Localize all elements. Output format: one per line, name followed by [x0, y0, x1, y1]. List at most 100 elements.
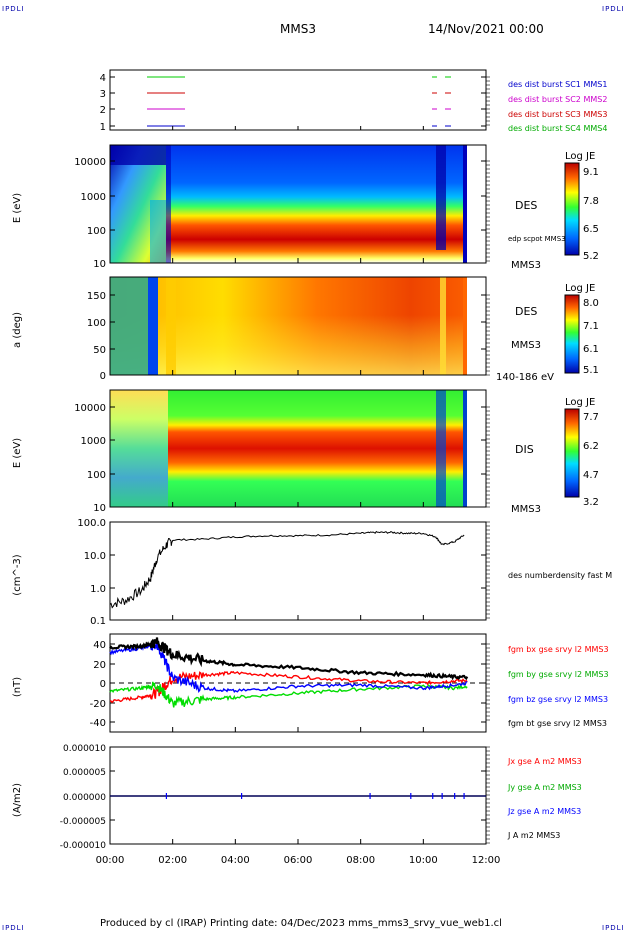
- dis-energy-mms3-label: MMS3: [511, 504, 541, 515]
- corner-label-bl: IPDLI: [2, 924, 25, 932]
- legend-bt: fgm bt gse srvy l2 MMS3: [508, 719, 607, 728]
- y-tick-label: 20: [93, 660, 106, 671]
- des-energy-mms3-label: MMS3: [511, 260, 541, 271]
- svg-text:6.2: 6.2: [583, 441, 599, 452]
- svg-text:8.0: 8.0: [583, 298, 599, 309]
- svg-text:Log JE: Log JE: [565, 283, 595, 294]
- des-energy-spectrogram: 10000 1000 100 10: [74, 144, 490, 270]
- y-tick-label: -0.000005: [60, 817, 106, 827]
- des-energy-ylabel: E (eV): [12, 193, 23, 223]
- svg-text:7.8: 7.8: [583, 196, 599, 207]
- svg-text:6.1: 6.1: [583, 344, 599, 355]
- y-tick-label: 100.0: [77, 518, 106, 529]
- y-tick-label: 4: [100, 73, 106, 84]
- y-tick-label: 1000: [81, 436, 106, 447]
- y-tick-label: 0.1: [90, 616, 106, 627]
- legend-bz: fgm bz gse srvy l2 MMS3: [508, 695, 608, 704]
- pitch-angle-label: DES: [515, 305, 537, 318]
- bfield-series-line: [109, 670, 468, 704]
- legend-jz: Jz gse A m2 MMS3: [507, 807, 581, 816]
- pitch-angle-mms3-label: MMS3: [511, 340, 541, 351]
- bfield-series-line: [109, 637, 469, 681]
- y-tick-label: -40: [90, 718, 106, 729]
- y-tick-label: 1000: [81, 192, 106, 203]
- legend-jy: Jy gse A m2 MMS3: [507, 783, 582, 792]
- bfield-ylabel: (nT): [12, 677, 23, 697]
- y-tick-label: 0: [100, 371, 106, 382]
- legend-mms4: des dist burst SC4 MMS4: [508, 124, 607, 133]
- y-tick-label: 100: [87, 470, 106, 481]
- density-ylabel: (cm^-3): [12, 554, 23, 595]
- y-tick-label: 10000: [74, 157, 106, 168]
- density-line: [109, 530, 465, 609]
- svg-text:7.7: 7.7: [583, 412, 599, 423]
- x-tick-label: 02:00: [158, 855, 187, 866]
- x-tick-label: 00:00: [96, 855, 125, 866]
- dis-energy-spectrogram: 10000 1000 100 10: [74, 389, 490, 514]
- svg-text:6.5: 6.5: [583, 224, 599, 235]
- pitch-angle-energy-label: 140-186 eV: [496, 372, 554, 383]
- y-tick-label: 100: [87, 318, 106, 329]
- x-tick-label: 12:00: [472, 855, 501, 866]
- legend-mms3: des dist burst SC3 MMS3: [508, 110, 607, 119]
- des-pitch-angle-spectrogram: 150 100 50 0: [87, 276, 490, 382]
- y-tick-label: -0.000010: [60, 841, 106, 851]
- x-tick-label: 04:00: [221, 855, 250, 866]
- corner-label-br: IPDLI: [602, 924, 625, 932]
- dis-energy-label: DIS: [515, 443, 534, 456]
- y-tick-label: 0.000005: [63, 768, 106, 778]
- y-tick-label: 1.0: [90, 584, 106, 595]
- pitch-angle-ylabel: a (deg): [12, 312, 23, 348]
- svg-text:9.1: 9.1: [583, 167, 599, 178]
- svg-text:5.1: 5.1: [583, 365, 599, 376]
- y-tick-label: 10: [93, 259, 106, 270]
- legend-jx: Jx gse A m2 MMS3: [507, 757, 582, 766]
- y-tick-label: 50: [93, 345, 106, 356]
- des-energy-label: DES: [515, 199, 537, 212]
- y-tick-label: 10.0: [84, 551, 106, 562]
- svg-text:Log JE: Log JE: [565, 397, 595, 408]
- x-tick-label: 08:00: [346, 855, 375, 866]
- corner-label-tr: IPDLI: [602, 5, 625, 13]
- date-title: 14/Nov/2021 00:00: [428, 22, 544, 36]
- svg-text:3.2: 3.2: [583, 497, 599, 508]
- legend-by: fgm by gse srvy l2 MMS3: [508, 670, 609, 679]
- legend-bx: fgm bx gse srvy l2 MMS3: [508, 645, 609, 654]
- svg-text:5.2: 5.2: [583, 251, 599, 262]
- svg-text:7.1: 7.1: [583, 321, 599, 332]
- time-axis: 00:00 02:00 04:00 06:00 08:00 10:00 12:00: [96, 126, 501, 866]
- spacecraft-title: MMS3: [280, 22, 316, 36]
- legend-mms2: des dist burst SC2 MMS2: [508, 95, 607, 104]
- magnetic-field-panel: 40 20 0 -20 -40: [90, 633, 490, 733]
- dis-energy-ylabel: E (eV): [12, 438, 23, 468]
- y-tick-label: 100: [87, 226, 106, 237]
- y-tick-label: -20: [90, 699, 106, 710]
- y-tick-label: 150: [87, 291, 106, 302]
- x-tick-label: 10:00: [409, 855, 438, 866]
- colorbar-pitch-angle: Log JE 8.0 7.1 6.1 5.1: [564, 283, 599, 376]
- y-tick-label: 0.000010: [63, 744, 106, 754]
- corner-label-tl: IPDLI: [2, 5, 25, 13]
- y-tick-label: 10: [93, 503, 106, 514]
- svg-text:4.7: 4.7: [583, 470, 599, 481]
- y-tick-label: 2: [100, 105, 106, 116]
- footer-text: Produced by cl (IRAP) Printing date: 04/…: [100, 918, 502, 929]
- y-tick-label: 40: [93, 640, 106, 651]
- current-ylabel: (A/m2): [12, 783, 23, 817]
- legend-j: J A m2 MMS3: [507, 831, 560, 840]
- x-tick-label: 06:00: [284, 855, 313, 866]
- colorbar-des-energy: Log JE 9.1 7.8 6.5 5.2: [564, 151, 599, 262]
- y-tick-label: 3: [100, 89, 106, 100]
- y-tick-label: 1: [100, 122, 106, 133]
- y-tick-label: 0.000000: [63, 793, 106, 803]
- burst-timeline-panel: 1 2 3 4 des dist burst SC1 MMS1 des dist bu…: [100, 69, 607, 133]
- colorbar-dis-energy: Log JE 7.7 6.2 4.7 3.2: [564, 397, 599, 508]
- y-tick-label: 10000: [74, 403, 106, 414]
- legend-mms1: des dist burst SC1 MMS1: [508, 80, 607, 89]
- svg-text:Log JE: Log JE: [565, 151, 595, 162]
- current-density-panel: 0.000010 0.000005 0.000000 -0.000005 -0.0000…: [60, 744, 490, 851]
- density-series-label: des numberdensity fast M: [508, 571, 612, 580]
- edp-scpot-label: edp scpot MMS3: [508, 235, 566, 243]
- y-tick-label: 0: [100, 679, 106, 690]
